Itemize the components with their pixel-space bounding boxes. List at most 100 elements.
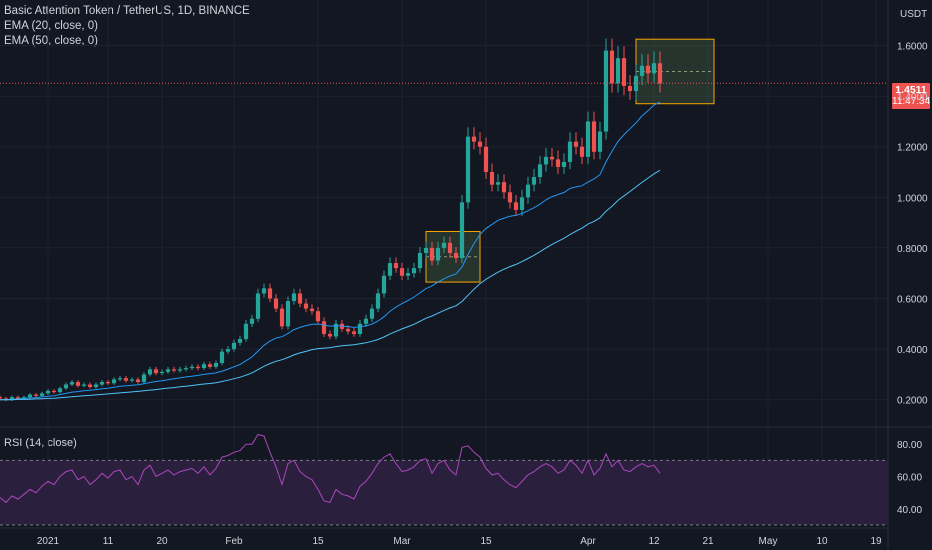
candle-body <box>507 192 513 203</box>
candle-body <box>291 293 297 302</box>
rsi-tick-label: 80.00 <box>897 440 922 451</box>
candle-body <box>279 308 285 327</box>
candle-body <box>171 369 177 371</box>
last-price-tag: 1.4511 11:47:34 <box>892 83 930 109</box>
candle-body <box>87 384 93 388</box>
candle-body <box>33 394 39 396</box>
candle-body <box>375 293 381 309</box>
candle-body <box>243 323 249 339</box>
candle-body <box>231 342 237 350</box>
bar-countdown: 11:47:34 <box>892 96 931 107</box>
candle-body <box>453 252 459 259</box>
candle-body <box>117 378 123 380</box>
rsi-line <box>0 433 661 504</box>
candle-body <box>435 247 441 261</box>
candle-body <box>501 182 507 193</box>
time-tick-label: 10 <box>816 536 828 547</box>
candle-body <box>123 378 129 381</box>
candle-body <box>321 321 327 334</box>
candle-body <box>555 159 561 167</box>
candle-body <box>489 172 495 185</box>
candle-body <box>39 393 45 396</box>
candle-body <box>459 202 465 259</box>
candle-body <box>297 293 303 304</box>
rsi-tick-label: 60.00 <box>897 473 922 484</box>
candle-body <box>147 369 153 375</box>
candle-body <box>399 268 405 276</box>
candle-body <box>405 273 411 276</box>
candle-body <box>45 390 51 394</box>
candle-body <box>69 381 75 385</box>
time-tick-label: 2021 <box>37 536 60 547</box>
price-tick-label: 0.8000 <box>897 244 928 255</box>
candle-body <box>639 65 645 76</box>
candle-body <box>483 146 489 173</box>
candle-body <box>537 164 543 178</box>
candle-body <box>273 298 279 309</box>
candle-body <box>9 397 15 400</box>
rsi-tick-label: 40.00 <box>897 505 922 516</box>
time-tick-label: 11 <box>103 536 114 547</box>
candle-body <box>387 263 393 276</box>
candle-body <box>237 338 243 343</box>
price-tick-label: 1.2000 <box>897 143 928 154</box>
time-tick-label: 19 <box>870 536 882 547</box>
candle-body <box>351 331 357 334</box>
candle-body <box>81 384 87 386</box>
candle-body <box>111 379 117 384</box>
candle-body <box>57 388 63 393</box>
candle-body <box>267 288 273 299</box>
candle-body <box>429 247 435 261</box>
candle-body <box>657 63 663 84</box>
ema20-line <box>0 101 661 401</box>
symbol-title[interactable]: Basic Attention Token / TetherUS, 1D, BI… <box>4 5 250 17</box>
candle-body <box>609 50 615 84</box>
last-price: 1.4511 <box>895 84 927 96</box>
candle-body <box>177 369 183 371</box>
candle-body <box>207 364 213 367</box>
candle-body <box>591 121 597 152</box>
ema20-legend[interactable]: EMA (20, close, 0) <box>4 20 98 32</box>
candle-body <box>189 366 195 369</box>
candle-body <box>3 398 9 400</box>
candle-body <box>543 156 549 165</box>
candle-body <box>303 303 309 309</box>
candle-body <box>567 141 573 162</box>
ema50-legend[interactable]: EMA (50, close, 0) <box>4 35 98 47</box>
time-tick-label: 21 <box>702 536 714 547</box>
time-tick-label: Feb <box>225 536 243 547</box>
candle-body <box>159 371 165 374</box>
time-tick-label: May <box>759 536 778 547</box>
candle-body <box>603 50 609 132</box>
candle-body <box>201 364 207 369</box>
time-tick-label: 20 <box>156 536 168 547</box>
price-tick-label: 1.0000 <box>897 193 928 204</box>
candle-body <box>21 397 27 399</box>
candle-body <box>651 63 657 74</box>
price-tick-label: 0.2000 <box>897 396 928 407</box>
candle-body <box>471 136 477 142</box>
candle-body <box>615 58 621 84</box>
candle-body <box>15 397 21 399</box>
candle-body <box>531 177 537 185</box>
candle-body <box>141 374 147 382</box>
time-tick-label: 15 <box>312 536 324 547</box>
candle-body <box>315 311 321 322</box>
candle-body <box>369 308 375 319</box>
time-tick-label: 12 <box>648 536 660 547</box>
chart-legend: Basic Attention Token / TetherUS, 1D, BI… <box>4 4 250 49</box>
candle-body <box>225 349 231 352</box>
candle-body <box>423 247 429 253</box>
candle-body <box>327 333 333 337</box>
candle-body <box>213 363 219 367</box>
candle-body <box>627 86 633 92</box>
price-tick-label: 1.4000 <box>897 92 928 103</box>
candle-body <box>465 136 471 203</box>
candle-body <box>363 318 369 324</box>
rsi-legend[interactable]: RSI (14, close) <box>4 437 77 449</box>
candle-body <box>129 379 135 381</box>
currency-label: USDT <box>900 9 928 20</box>
candle-body <box>333 323 339 337</box>
candle-body <box>381 275 387 294</box>
